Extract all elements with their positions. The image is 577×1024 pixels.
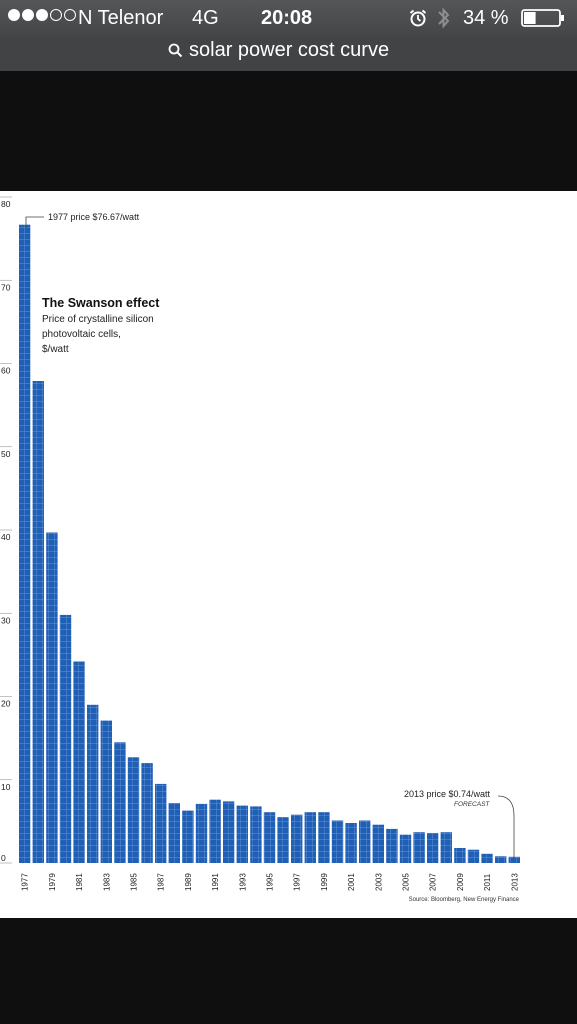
bar-2001 bbox=[345, 823, 357, 863]
forecast-label: FORECAST bbox=[454, 801, 490, 808]
x-tick-label: 1997 bbox=[293, 873, 302, 891]
bar-1991 bbox=[209, 799, 221, 863]
x-tick-label: 2003 bbox=[374, 873, 383, 891]
battery-percentage: 34 % bbox=[463, 7, 509, 29]
x-tick-label: 1999 bbox=[320, 873, 329, 891]
bar-1988 bbox=[168, 803, 180, 863]
bar-1977 bbox=[19, 224, 31, 863]
chart-subtitle-line: photovoltaic cells, bbox=[42, 329, 121, 340]
status-time: 20:08 bbox=[261, 7, 313, 29]
first-annotation: 1977 price $76.67/watt bbox=[48, 212, 140, 222]
x-tick-label: 1979 bbox=[48, 873, 57, 891]
bar-1978 bbox=[32, 381, 44, 863]
bar-2000 bbox=[331, 820, 344, 863]
signal-dot bbox=[64, 9, 76, 21]
chart-subtitle-line: Price of crystalline silicon bbox=[42, 314, 154, 325]
chart-subtitle-line: $/watt bbox=[42, 344, 69, 355]
bluetooth-icon bbox=[438, 7, 450, 29]
bar-1983 bbox=[100, 720, 112, 863]
x-tick-label: 2009 bbox=[456, 873, 465, 891]
bar-1985 bbox=[127, 757, 140, 863]
signal-dot bbox=[36, 9, 48, 21]
battery-icon bbox=[521, 9, 564, 27]
bar-2004 bbox=[386, 828, 398, 863]
signal-dot bbox=[22, 9, 34, 21]
search-icon bbox=[168, 43, 183, 57]
alarm-icon bbox=[409, 9, 427, 27]
bar-1997 bbox=[291, 814, 303, 863]
signal-strength-icon bbox=[8, 9, 76, 21]
bar-1981 bbox=[73, 661, 85, 863]
chart-title: The Swanson effect bbox=[42, 296, 160, 310]
bar-2005 bbox=[399, 834, 412, 863]
y-tick-label: 50 bbox=[1, 449, 11, 459]
bar-1994 bbox=[250, 806, 262, 863]
bar-1990 bbox=[195, 803, 208, 863]
bar-2003 bbox=[372, 824, 384, 863]
x-tick-label: 1981 bbox=[75, 873, 84, 891]
bar-1980 bbox=[59, 614, 72, 863]
y-tick-label: 60 bbox=[1, 366, 11, 376]
bar-2006 bbox=[413, 832, 425, 863]
bar-2013 bbox=[508, 856, 520, 863]
bar-2009 bbox=[454, 848, 466, 863]
source-note: Source: Bloomberg, New Energy Finance bbox=[409, 897, 520, 903]
y-tick-label: 10 bbox=[1, 782, 11, 792]
x-tick-label: 2001 bbox=[347, 873, 356, 891]
last-annotation: 2013 price $0.74/watt bbox=[404, 789, 491, 799]
y-tick-label: 80 bbox=[1, 199, 11, 209]
status-bar: N Telenor 4G 20:08 34 % bbox=[0, 0, 577, 38]
signal-dot bbox=[8, 9, 20, 21]
bar-2011 bbox=[481, 853, 493, 863]
bar-2007 bbox=[427, 833, 439, 863]
bar-1987 bbox=[155, 783, 167, 863]
y-tick-label: 30 bbox=[1, 615, 11, 625]
bar-1982 bbox=[87, 704, 99, 863]
first-annotation-leader bbox=[25, 216, 44, 228]
x-tick-label: 1977 bbox=[21, 873, 30, 891]
bar-2010 bbox=[467, 849, 480, 863]
y-tick-label: 0 bbox=[1, 853, 6, 863]
y-tick-label: 40 bbox=[1, 532, 11, 542]
bar-1998 bbox=[304, 812, 316, 863]
x-tick-label: 2013 bbox=[510, 873, 519, 891]
signal-dot bbox=[50, 9, 62, 21]
x-tick-label: 1993 bbox=[238, 873, 247, 891]
bar-chart: 0 10 20 30 40 50 60 70 80 1977 1979 1981 1983 1985 19… bbox=[0, 196, 520, 903]
y-tick-label: 20 bbox=[1, 699, 11, 709]
y-tick-label: 70 bbox=[1, 282, 11, 292]
bar-1979 bbox=[46, 532, 58, 863]
carrier-name: N Telenor bbox=[78, 7, 164, 29]
bar-1995 bbox=[263, 812, 276, 863]
bar-1986 bbox=[141, 763, 153, 863]
bar-2002 bbox=[359, 820, 371, 863]
bar-1989 bbox=[182, 810, 194, 863]
x-tick-label: 1987 bbox=[157, 873, 166, 891]
network-type: 4G bbox=[192, 7, 219, 29]
bar-2008 bbox=[440, 832, 452, 863]
x-tick-label: 1983 bbox=[102, 873, 111, 891]
bar-2012 bbox=[495, 856, 507, 863]
bar-1993 bbox=[236, 805, 248, 863]
x-tick-label: 2007 bbox=[429, 873, 438, 891]
x-tick-label: 2005 bbox=[402, 873, 411, 891]
bar-1996 bbox=[277, 817, 289, 863]
search-bar[interactable]: solar power cost curve bbox=[0, 38, 577, 71]
last-annotation-leader bbox=[497, 795, 515, 859]
x-tick-label: 1989 bbox=[184, 873, 193, 891]
bar-1984 bbox=[114, 742, 126, 863]
x-tick-label: 2011 bbox=[483, 873, 492, 891]
bar-1999 bbox=[318, 812, 330, 863]
x-tick-label: 1991 bbox=[211, 873, 220, 891]
x-tick-label: 1985 bbox=[130, 873, 139, 891]
bar-1992 bbox=[223, 801, 235, 863]
x-tick-label: 1995 bbox=[266, 873, 275, 891]
search-query[interactable]: solar power cost curve bbox=[189, 38, 390, 61]
image-content: 0 10 20 30 40 50 60 70 80 1977 1979 1981 1983 1985 19… bbox=[0, 191, 577, 918]
